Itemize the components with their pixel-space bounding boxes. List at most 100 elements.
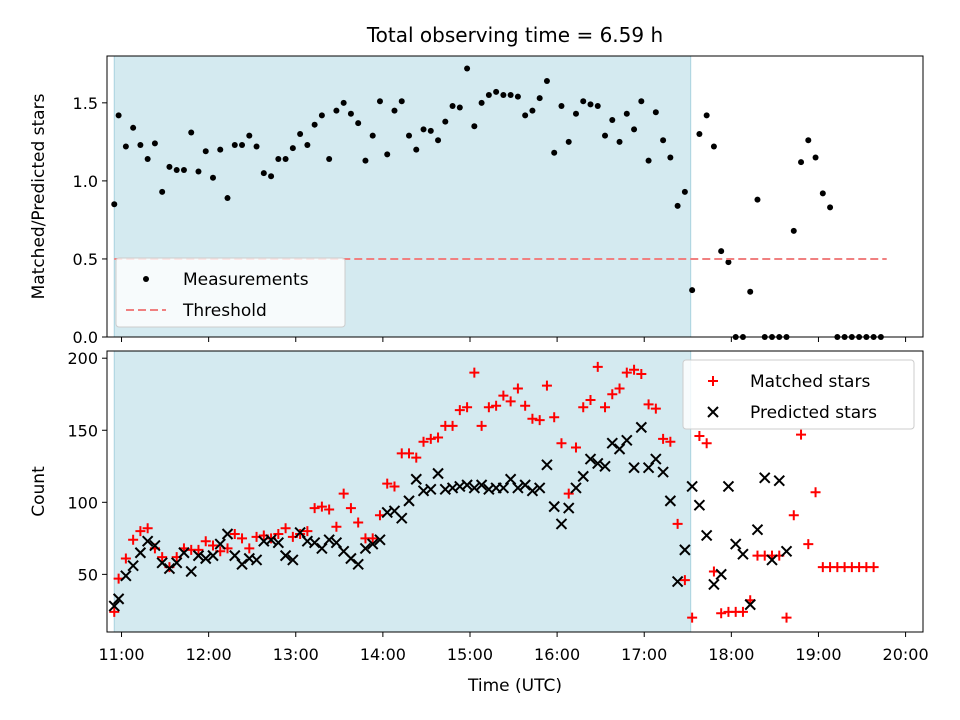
measurement-point [514, 93, 521, 100]
y-tick-label: 200 [67, 349, 98, 368]
measurement-point [493, 88, 500, 95]
measurement-point [391, 107, 398, 114]
matched-stars-point [302, 526, 313, 537]
matched-stars-point [135, 526, 146, 537]
measurement-point [696, 131, 703, 138]
matched-stars-point [309, 503, 320, 514]
measurement-point [413, 146, 420, 153]
measurement-point [209, 174, 216, 181]
matched-stars-point [803, 539, 814, 550]
measurement-point [812, 154, 819, 161]
y-tick-label: 0.0 [73, 328, 98, 347]
measurement-point [398, 98, 405, 105]
measurement-point [442, 118, 449, 125]
predicted-stars-point [156, 557, 168, 569]
measurement-point [529, 107, 536, 114]
predicted-stars-point [170, 557, 183, 569]
measurement-point [137, 141, 144, 148]
matched-stars-point [469, 367, 480, 378]
predicted-stars-point [773, 474, 785, 487]
measurement-point [689, 287, 696, 294]
measurement-point [297, 131, 304, 138]
measurement-point [246, 132, 253, 139]
matched-stars-point [607, 389, 618, 400]
predicted-stars-point [163, 562, 176, 575]
measurement-point [362, 157, 369, 164]
predicted-stars-point [679, 544, 691, 556]
measurement-point [747, 288, 754, 295]
matched-stars-point [454, 405, 465, 416]
measurement-point [798, 159, 805, 166]
predicted-stars-point [432, 467, 444, 480]
measurement-point [572, 110, 579, 117]
predicted-stars-point [250, 554, 263, 566]
measurement-point [369, 132, 376, 139]
predicted-stars-point [512, 482, 524, 494]
matched-stars-point [483, 402, 494, 413]
measurement-point [427, 127, 434, 134]
predicted-stars-point [526, 485, 539, 497]
matched-stars-point [534, 415, 545, 426]
matched-stars-point [273, 529, 284, 540]
predicted-stars-point [308, 536, 321, 549]
predicted-stars-point [599, 460, 611, 472]
legend-label: Predicted stars [750, 403, 877, 423]
matched-stars-point [244, 543, 255, 554]
measurement-point [631, 126, 638, 133]
predicted-stars-point [751, 523, 764, 536]
matched-stars-point [788, 510, 799, 521]
measurement-point [282, 156, 289, 163]
measurement-point [239, 141, 246, 148]
measurement-point [456, 104, 463, 111]
measurement-point [151, 140, 158, 147]
predicted-stars-point [134, 547, 147, 559]
x-tick-label: 14:00 [360, 645, 406, 664]
measurement-point [304, 141, 311, 148]
matched-stars-point [316, 501, 327, 512]
measurement-point [311, 121, 318, 128]
measurement-point [159, 188, 166, 195]
top-legend: Measurements Threshold [115, 257, 346, 328]
matched-stars-point [229, 529, 240, 540]
predicted-stars-point [149, 539, 161, 552]
predicted-stars-point [359, 542, 372, 555]
predicted-stars-point [108, 600, 120, 612]
matched-stars-point [556, 438, 567, 449]
predicted-stars-point [628, 462, 640, 474]
bottom-y-axis-label: Count [29, 466, 49, 517]
matched-stars-point [491, 400, 502, 411]
measurement-point [188, 129, 195, 136]
matched-stars-point [505, 396, 516, 407]
measurement-point [805, 137, 812, 144]
chart-title: Total observing time = 6.59 h [366, 23, 663, 47]
matched-stars-point [868, 562, 879, 573]
predicted-stars-point [635, 421, 648, 434]
matched-stars-point [433, 432, 444, 443]
measurement-point [580, 98, 587, 105]
predicted-stars-point [265, 534, 277, 546]
predicted-stars-point [221, 528, 234, 540]
predicted-stars-point [570, 482, 582, 494]
matched-stars-point [614, 383, 625, 394]
matched-stars-point [128, 534, 139, 545]
measurement-point [130, 124, 137, 131]
measurement-point [638, 98, 645, 105]
matched-stars-point [295, 529, 306, 540]
measurement-point [376, 98, 383, 105]
matched-stars-point [353, 517, 364, 528]
measurement-point [333, 107, 340, 114]
matched-stars-point [404, 448, 415, 459]
matched-stars-point [549, 412, 560, 423]
measurement-point [536, 95, 543, 102]
predicted-stars-point [120, 570, 132, 582]
predicted-stars-point [519, 479, 531, 491]
matched-stars-point [120, 553, 131, 564]
matched-stars-point [338, 488, 349, 499]
measurement-point [478, 99, 485, 106]
measurement-point [406, 132, 413, 139]
matched-stars-point [679, 575, 690, 586]
matched-stars-point [411, 452, 422, 463]
measurement-point [318, 112, 325, 119]
predicted-stars-point [606, 437, 618, 449]
